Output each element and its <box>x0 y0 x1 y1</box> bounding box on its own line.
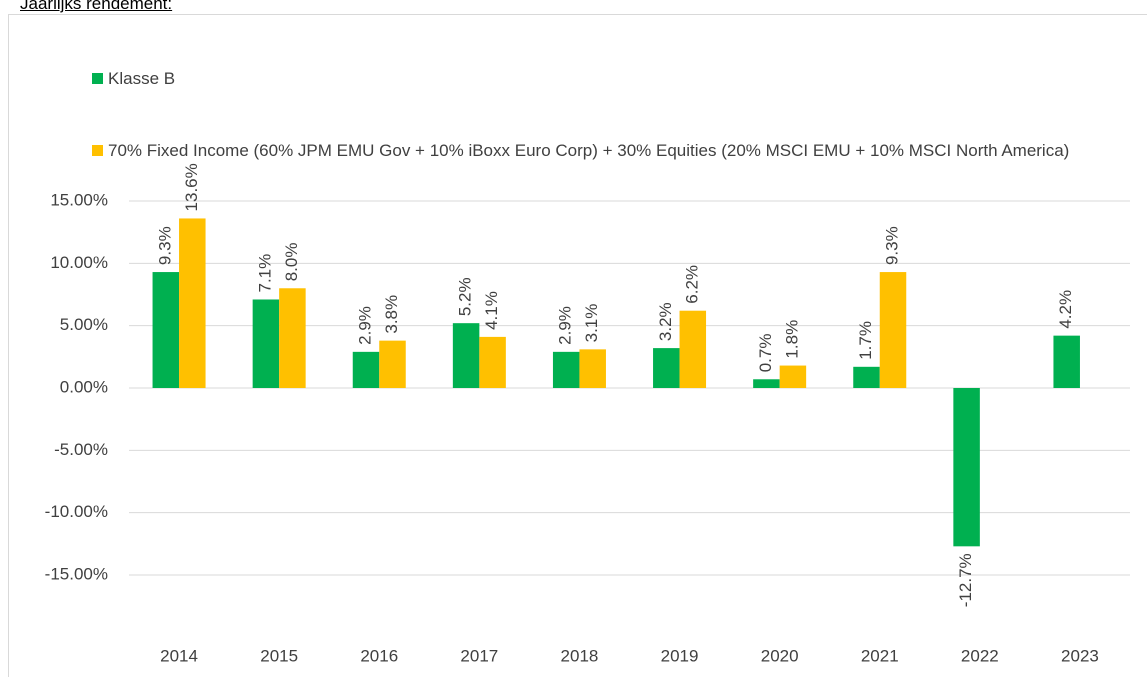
data-label: 1.8% <box>782 320 801 359</box>
data-label: 13.6% <box>182 163 201 211</box>
data-label: 2.9% <box>556 306 575 345</box>
bar <box>379 340 406 388</box>
data-label: 3.1% <box>582 304 601 343</box>
bar <box>152 272 180 388</box>
legend-entry: 70% Fixed Income (60% JPM EMU Gov + 10% … <box>92 138 1102 163</box>
bar <box>352 351 380 388</box>
x-tick-label: 2021 <box>861 646 899 665</box>
y-tick-label: -15.00% <box>45 564 108 583</box>
x-tick-label: 2016 <box>360 646 398 665</box>
data-label: 6.2% <box>682 265 701 304</box>
x-tick-label: 2022 <box>961 646 999 665</box>
bar <box>452 323 480 388</box>
bar <box>252 299 280 388</box>
y-tick-label: 0.00% <box>60 377 108 396</box>
legend-entry: Klasse B <box>92 66 1102 91</box>
y-tick-label: -5.00% <box>54 440 108 459</box>
chart-title: Jaarlijks rendement: <box>20 0 173 13</box>
bar <box>679 310 707 388</box>
legend-label: 70% Fixed Income (60% JPM EMU Gov + 10% … <box>108 141 1070 160</box>
y-tick-label: 15.00% <box>50 190 108 209</box>
bar <box>653 348 680 388</box>
data-label: 4.2% <box>1056 290 1075 329</box>
data-label: -12.7% <box>956 553 975 607</box>
bar <box>179 218 206 388</box>
x-tick-label: 2019 <box>661 646 699 665</box>
bar <box>753 379 780 388</box>
x-tick-label: 2023 <box>1061 646 1099 665</box>
x-tick-label: 2015 <box>260 646 298 665</box>
data-label: 3.8% <box>382 295 401 334</box>
data-label: 0.7% <box>756 334 775 373</box>
x-tick-label: 2017 <box>460 646 498 665</box>
bar <box>552 351 580 388</box>
x-tick-label: 2020 <box>761 646 799 665</box>
data-label: 9.3% <box>882 226 901 265</box>
chart-frame <box>8 14 1147 677</box>
legend-swatch <box>92 145 103 156</box>
legend: Klasse B 70% Fixed Income (60% JPM EMU Go… <box>92 66 1102 163</box>
data-label: 1.7% <box>856 321 875 360</box>
bar <box>879 272 907 388</box>
y-tick-label: 5.00% <box>60 315 108 334</box>
bar <box>1053 335 1080 388</box>
y-tick-label: 10.00% <box>50 253 108 272</box>
y-tick-label: -10.00% <box>45 502 108 521</box>
data-label: 3.2% <box>656 302 675 341</box>
data-label: 7.1% <box>255 254 274 293</box>
bar <box>479 336 506 388</box>
data-label: 9.3% <box>155 226 174 265</box>
data-label: 8.0% <box>282 243 301 282</box>
x-tick-label: 2018 <box>561 646 599 665</box>
data-label: 4.1% <box>482 291 501 330</box>
bar <box>279 288 306 388</box>
legend-swatch <box>92 73 103 84</box>
bar <box>953 388 980 547</box>
bar <box>853 366 880 388</box>
bar <box>579 349 606 388</box>
bar <box>779 365 807 388</box>
data-label: 5.2% <box>456 277 475 316</box>
x-tick-label: 2014 <box>160 646 198 665</box>
legend-label: Klasse B <box>108 69 176 88</box>
data-label: 2.9% <box>355 306 374 345</box>
